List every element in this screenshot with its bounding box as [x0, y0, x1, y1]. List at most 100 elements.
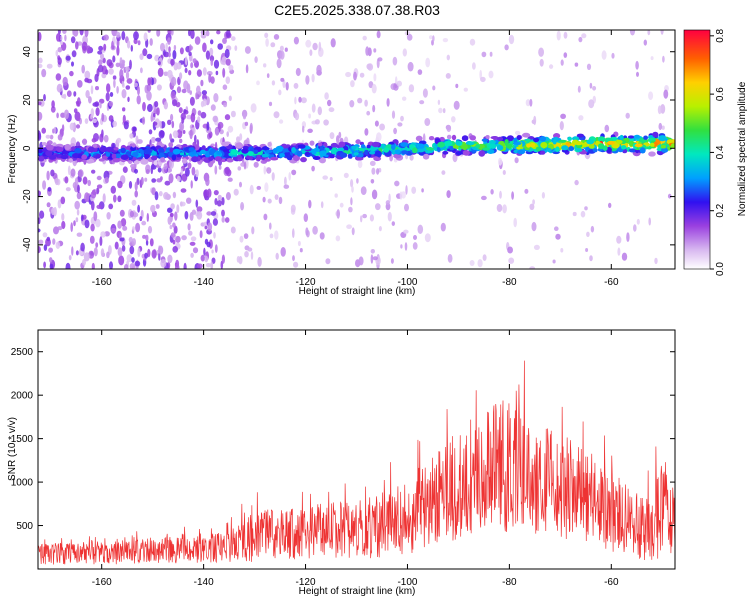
spectrogram-cell	[250, 251, 254, 260]
spectrogram-cell	[319, 150, 327, 157]
spectrogram-cell	[421, 188, 424, 193]
spectrogram-cell	[121, 89, 127, 99]
spectrogram-cell	[635, 60, 639, 70]
spectrogram-cell	[261, 153, 269, 158]
spectrogram-cell	[158, 152, 165, 158]
spectrogram-cell	[145, 234, 149, 242]
spectrogram-cell	[643, 39, 647, 46]
spectrogram-cell	[120, 154, 129, 160]
spectrogram-cell	[180, 188, 187, 193]
spectrogram-cell	[245, 64, 249, 74]
spectrogram-cell	[392, 56, 398, 66]
spectrogram-cell	[663, 89, 669, 99]
spectrogram-cell	[206, 241, 211, 248]
spectrogram-cell	[285, 81, 289, 91]
spectrogram-cell	[38, 217, 41, 225]
spectrogram-cell	[122, 166, 128, 173]
spectrogram-cell	[171, 154, 177, 161]
spectrogram-cell	[531, 221, 537, 232]
spectrogram-cell	[91, 169, 96, 174]
spectrogram-cell	[46, 202, 51, 208]
snr-x-tick-label: -160	[92, 577, 112, 588]
spectrogram-cell	[504, 44, 509, 51]
spectrogram-y-tick-label: -40	[22, 237, 33, 252]
spectrogram-cell	[317, 142, 323, 147]
spectrogram-cell	[56, 83, 63, 93]
spectrogram-cell	[179, 72, 183, 80]
spectrogram-cell	[529, 98, 533, 107]
spectrogram-cell	[199, 230, 203, 239]
spectrogram-cell	[397, 122, 403, 127]
spectrogram-cell	[399, 191, 403, 200]
spectrogram-cell	[268, 101, 273, 107]
spectrogram-cell	[46, 63, 53, 69]
spectrogram-cell	[652, 131, 659, 138]
spectrogram-cell	[633, 224, 637, 232]
spectrogram-cell	[498, 157, 503, 166]
spectrogram-cell	[514, 130, 521, 135]
spectrogram-cell	[337, 147, 345, 151]
spectrogram-cell	[160, 156, 166, 163]
spectrogram-cell	[419, 100, 425, 105]
spectrogram-cell	[440, 222, 446, 232]
spectrogram-cell	[84, 30, 89, 38]
spectrogram-cell	[76, 115, 81, 122]
spectrogram-cell	[417, 69, 423, 75]
spectrogram-cell	[53, 126, 57, 134]
spectrogram-cell	[396, 80, 402, 87]
spectrogram-cell	[549, 64, 554, 69]
snr-x-tick-label: -60	[604, 577, 619, 588]
spectrogram-cell	[442, 150, 449, 155]
spectrogram-cell	[364, 99, 368, 107]
spectrogram-cell	[586, 63, 592, 70]
spectrogram-cell	[617, 247, 621, 256]
spectrogram-cell	[61, 220, 66, 230]
spectrogram-cell	[485, 135, 490, 139]
spectrogram-cell	[196, 69, 202, 77]
spectrogram-cell	[376, 168, 380, 175]
spectrogram-cell	[115, 62, 121, 68]
spectrogram-cell	[358, 153, 364, 158]
spectrogram-cell	[195, 92, 198, 100]
spectrogram-cell	[139, 53, 144, 60]
spectrogram-cell	[90, 223, 95, 232]
spectrogram-cell	[189, 44, 192, 52]
spectrogram-cell	[247, 247, 253, 252]
spectrogram-cell	[181, 88, 187, 94]
spectrogram-cell	[123, 264, 129, 269]
spectrogram-cell	[103, 134, 109, 143]
snr-y-tick-label: 2500	[11, 347, 34, 358]
spectrogram-cell	[149, 38, 153, 46]
spectrogram-cell	[211, 249, 214, 254]
spectrogram-cell	[140, 67, 143, 74]
spectrogram-cell	[338, 131, 342, 139]
spectrogram-cell	[187, 162, 192, 169]
spectrogram-cell	[244, 251, 249, 258]
spectrogram-cell	[413, 235, 417, 240]
spectrogram-y-axis-label: Frequency (Hz)	[7, 115, 18, 184]
spectrogram-cell	[82, 176, 88, 185]
spectrogram-cell	[351, 145, 357, 150]
spectrogram-cell	[64, 34, 67, 42]
spectrogram-cell	[280, 77, 285, 82]
spectrogram-cell	[89, 235, 95, 244]
spectrogram-cell	[351, 227, 355, 236]
spectrogram-cell	[75, 124, 81, 129]
spectrogram-cell	[45, 134, 51, 139]
spectrogram-cell	[49, 134, 54, 140]
spectrogram-cell	[183, 80, 189, 90]
spectrogram-cell	[529, 143, 536, 148]
spectrogram-cell	[244, 121, 249, 126]
spectrogram-cell	[141, 116, 146, 125]
spectrogram-cell	[167, 119, 172, 126]
snr-y-tick-label: 2000	[11, 391, 34, 402]
spectrogram-cell	[279, 50, 285, 60]
spectrogram-cell	[55, 241, 61, 249]
spectrogram-cell	[408, 84, 415, 93]
spectrogram-cell	[140, 158, 149, 165]
spectrogram-cell	[125, 66, 131, 71]
spectrogram-cell	[103, 34, 109, 41]
spectrogram-cell	[190, 112, 196, 123]
spectrogram-y-tick-label: 40	[22, 46, 33, 58]
spectrogram-cell	[144, 252, 149, 259]
